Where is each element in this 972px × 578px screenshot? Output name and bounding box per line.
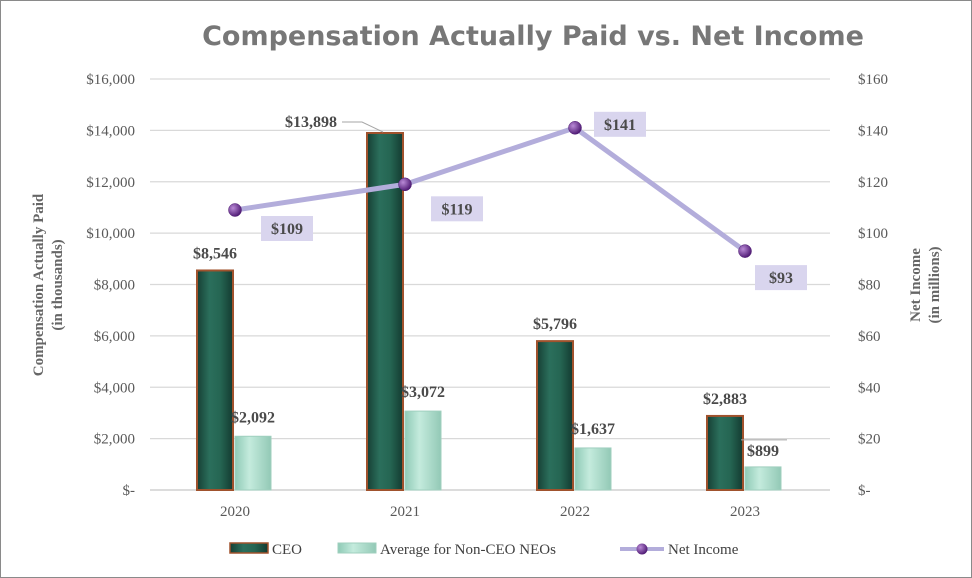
bar-series [196, 131, 782, 492]
left-tick-label: $2,000 [94, 432, 135, 448]
net-income-data-label: $119 [441, 201, 472, 218]
x-tick-label: 2023 [730, 504, 760, 520]
legend-net-income-marker [636, 543, 648, 555]
right-tick-label: $- [858, 483, 871, 499]
neo-data-label: $899 [747, 443, 779, 460]
legend-ceo-swatch [229, 542, 269, 554]
neo-data-label: $2,092 [231, 409, 275, 426]
right-axis-title: Net Income [908, 248, 924, 322]
neo-bar [404, 410, 442, 491]
left-tick-label: $4,000 [94, 380, 135, 396]
net-income-label-box [431, 196, 483, 222]
ceo-data-label: $13,898 [285, 114, 337, 131]
net-income-data-label: $93 [769, 270, 793, 287]
left-tick-label: $16,000 [86, 72, 135, 88]
left-tick-label: $12,000 [86, 175, 135, 191]
ceo-data-label: $8,546 [193, 245, 237, 262]
left-axis-title: Compensation Actually Paid [31, 193, 47, 376]
net-income-marker [228, 203, 242, 217]
right-axis-subtitle: (in millions) [927, 246, 943, 323]
neo-data-label: $1,637 [571, 421, 615, 438]
ceo-data-label: $5,796 [533, 316, 577, 333]
right-tick-label: $60 [858, 329, 881, 345]
x-tick-label: 2022 [560, 504, 590, 520]
right-tick-label: $160 [858, 72, 888, 88]
right-axis-ticks: $- $20 $40 $60 $80 $100 $120 $140 $160 [858, 72, 888, 499]
neo-bar [744, 466, 782, 491]
net-income-marker [738, 244, 752, 258]
ceo-bar [366, 131, 404, 492]
right-tick-label: $40 [858, 380, 881, 396]
right-tick-label: $20 [858, 432, 881, 448]
legend-net-income-label: Net Income [668, 542, 739, 558]
left-tick-label: $8,000 [94, 278, 135, 294]
neo-bar [234, 435, 272, 491]
net-income-label-box [261, 216, 313, 242]
x-tick-label: 2020 [220, 504, 250, 520]
net-income-marker [568, 121, 582, 135]
ceo-bar [536, 340, 574, 492]
left-tick-label: $10,000 [86, 226, 135, 242]
ceo-data-label: $2,883 [703, 391, 747, 408]
ceo-bar [196, 269, 234, 492]
net-income-line-series: $109 $119 $141 $93 [228, 111, 807, 291]
net-income-marker [398, 177, 412, 192]
right-tick-label: $140 [858, 123, 888, 139]
legend-neo-label: Average for Non-CEO NEOs [380, 542, 556, 558]
ceo-bar [706, 414, 744, 491]
net-income-data-label: $141 [604, 117, 636, 134]
legend: CEO Average for Non-CEO NEOs Net Income [229, 542, 739, 558]
neo-bar [574, 447, 612, 491]
right-tick-label: $100 [858, 226, 888, 242]
neo-data-label: $3,072 [401, 384, 445, 401]
left-axis-subtitle: (in thousands) [50, 239, 66, 330]
ceo-data-label-leader [342, 121, 384, 133]
left-tick-label: $- [123, 483, 136, 499]
left-tick-label: $14,000 [86, 123, 135, 139]
x-tick-label: 2021 [390, 504, 420, 520]
net-income-label-box [594, 111, 646, 137]
net-income-data-label: $109 [271, 221, 303, 238]
x-axis-ticks: 2020 2021 2022 2023 [220, 504, 760, 520]
left-tick-label: $6,000 [94, 329, 135, 345]
legend-neo-swatch [337, 542, 377, 554]
right-tick-label: $80 [858, 278, 881, 294]
net-income-label-box [755, 265, 807, 291]
net-income-line [234, 125, 747, 254]
right-tick-label: $120 [858, 175, 888, 191]
bar-data-labels: $8,546 $2,092 $13,898 $3,072 $5,796 $1,637 $2,… [193, 114, 787, 460]
legend-ceo-label: CEO [272, 542, 302, 558]
left-axis-ticks: $- $2,000 $4,000 $6,000 $8,000 $10,000 $12,000… [86, 72, 135, 499]
chart-title: Compensation Actually Paid vs. Net Incom… [202, 21, 864, 52]
